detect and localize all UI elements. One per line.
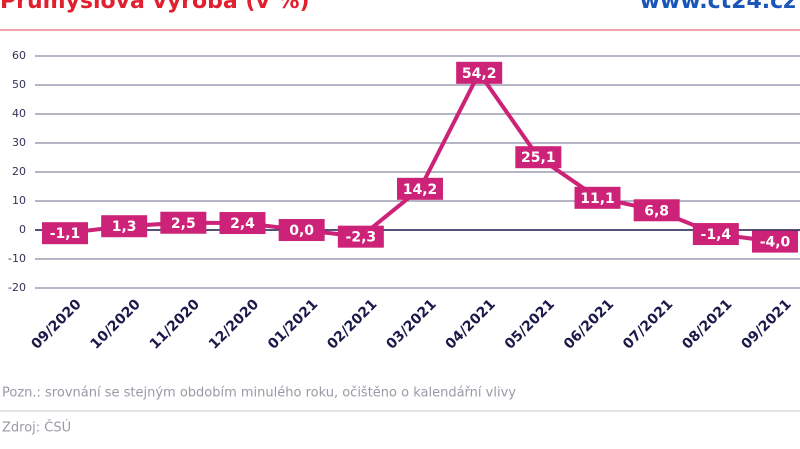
value-label-box xyxy=(101,215,148,238)
y-tick-label: 50 xyxy=(12,78,26,91)
y-tick-label: -20 xyxy=(8,281,26,294)
x-tick-label: 07/2021 xyxy=(620,296,676,352)
value-label: -1,1 xyxy=(42,222,88,245)
x-tick-label: 03/2021 xyxy=(383,296,439,352)
x-tick-label: 08/2021 xyxy=(679,296,735,352)
y-tick-label: 10 xyxy=(12,194,26,207)
value-label-text: -1,4 xyxy=(701,227,732,243)
x-tick-label: 10/2020 xyxy=(88,296,144,352)
value-label-box xyxy=(456,61,503,84)
x-tick-label: 02/2021 xyxy=(324,296,380,352)
value-label-text: 2,5 xyxy=(171,216,196,232)
value-label: -4,0 xyxy=(752,230,798,253)
y-tick-label: 0 xyxy=(19,223,26,236)
y-tick-label: -10 xyxy=(8,252,26,265)
value-label-text: 1,3 xyxy=(112,219,137,235)
value-label-box xyxy=(515,146,562,169)
value-label: 25,1 xyxy=(515,146,562,169)
x-tick-label: 04/2021 xyxy=(443,296,499,352)
source: Zdroj: ČSÚ xyxy=(2,420,71,436)
value-label-box xyxy=(692,223,739,246)
value-label-box xyxy=(42,222,88,245)
value-label: 11,1 xyxy=(574,186,621,209)
note: Pozn.: srovnání se stejným obdobím minul… xyxy=(2,386,516,401)
value-label-text: 6,8 xyxy=(644,203,669,219)
value-label: 0,0 xyxy=(278,219,325,241)
value-label-text: -4,0 xyxy=(760,235,791,251)
x-tick-label: 11/2020 xyxy=(147,296,203,352)
value-label-box xyxy=(337,225,384,248)
value-label-box xyxy=(752,230,798,253)
x-tick-label: 12/2020 xyxy=(206,296,262,352)
value-label: -1,4 xyxy=(692,223,739,246)
y-tick-label: 60 xyxy=(12,49,26,62)
value-label-text: 11,1 xyxy=(580,191,615,207)
value-label: -2,3 xyxy=(337,225,384,248)
y-tick-label: 40 xyxy=(12,107,26,120)
value-label-box xyxy=(160,211,207,234)
value-label-box xyxy=(397,177,443,200)
value-label-text: -1,1 xyxy=(50,226,81,242)
chart-title: Průmyslová výroba (v %) xyxy=(0,0,310,14)
value-label-text: 14,2 xyxy=(403,182,438,198)
y-tick-label: 30 xyxy=(12,136,26,149)
value-label: 14,2 xyxy=(397,177,443,200)
value-label: 6,8 xyxy=(633,199,680,222)
value-label: 2,5 xyxy=(160,211,207,234)
value-label-text: 2,4 xyxy=(230,216,255,232)
value-label-text: 25,1 xyxy=(521,150,556,166)
value-label-text: 54,2 xyxy=(462,66,497,82)
value-label-box xyxy=(633,199,680,222)
value-label-text: 0,0 xyxy=(289,223,314,239)
y-tick-label: 20 xyxy=(12,165,26,178)
website: www.ct24.cz xyxy=(640,0,796,14)
value-label-box xyxy=(574,186,621,209)
x-tick-label: 06/2021 xyxy=(561,296,617,352)
value-label-text: -2,3 xyxy=(346,230,377,246)
x-tick-label: 09/2020 xyxy=(28,296,84,352)
value-label-box xyxy=(219,212,266,235)
x-tick-label: 05/2021 xyxy=(502,296,558,352)
value-label-box xyxy=(278,219,325,241)
value-label: 1,3 xyxy=(101,215,148,238)
x-tick-label: 01/2021 xyxy=(265,296,321,352)
value-label: 54,2 xyxy=(456,61,503,84)
value-label: 2,4 xyxy=(219,212,266,235)
x-tick-label: 09/2021 xyxy=(738,296,794,352)
